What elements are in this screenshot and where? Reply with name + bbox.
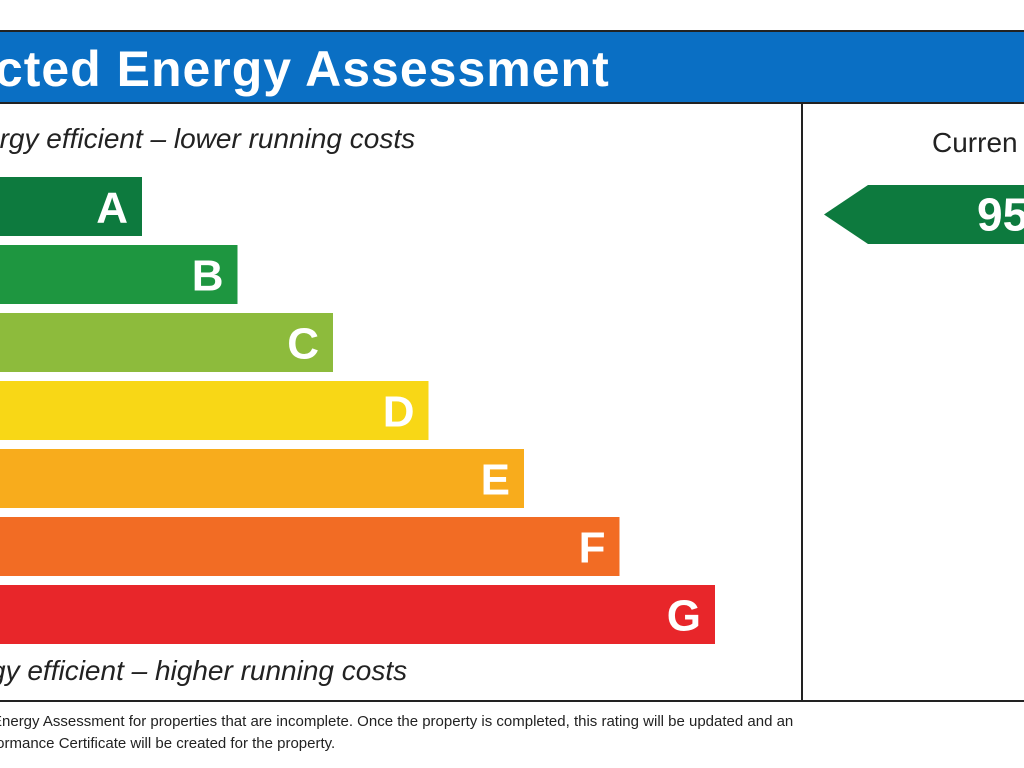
- rating-bar-label-c: C: [287, 320, 319, 369]
- rating-bar-g: [0, 585, 715, 644]
- current-column-label: Curren: [932, 127, 1018, 158]
- rating-bar-label-e: E: [481, 456, 510, 505]
- rating-bar-label-a: A: [96, 184, 128, 233]
- bottom-caption: gy efficient – higher running costs: [0, 655, 408, 686]
- rating-bar-a: [0, 177, 142, 236]
- header-bar: icted Energy Assessment: [0, 32, 1024, 104]
- chart-frame: [0, 30, 1024, 702]
- rating-bar-d: [0, 381, 429, 440]
- page-title: icted Energy Assessment: [0, 41, 610, 97]
- rating-bar-label-f: F: [579, 524, 606, 573]
- current-rating-arrow: [824, 185, 1024, 244]
- rating-bar-label-g: G: [667, 592, 701, 641]
- rating-bar-label-d: D: [383, 388, 415, 437]
- rating-bar-c: [0, 313, 333, 372]
- rating-bar-e: [0, 449, 524, 508]
- footnote-line-2: formance Certificate will be created for…: [0, 735, 336, 752]
- current-rating-value: 95: [977, 189, 1024, 241]
- top-caption: ergy efficient – lower running costs: [0, 123, 416, 154]
- rating-bar-b: [0, 245, 238, 304]
- rating-bar-label-b: B: [192, 252, 224, 301]
- rating-bar-f: [0, 517, 620, 576]
- column-divider: [801, 104, 803, 702]
- footnote-line-1: Energy Assessment for properties that ar…: [0, 713, 794, 730]
- footnote: Energy Assessment for properties that ar…: [0, 711, 992, 755]
